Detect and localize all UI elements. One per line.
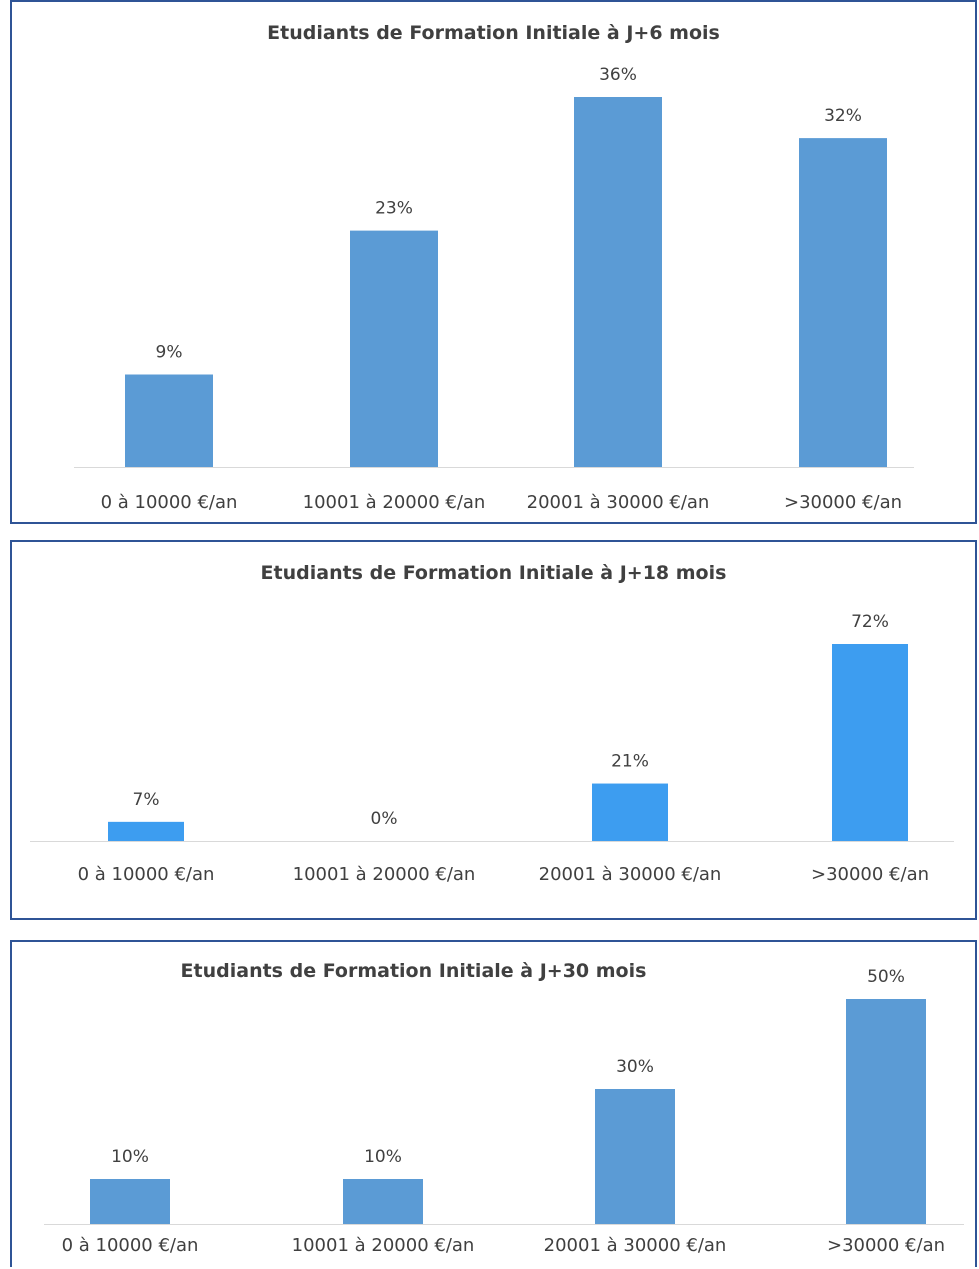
category-label-3: 20001 à 30000 €/an xyxy=(539,864,722,885)
chart-panel-j30: Etudiants de Formation Initiale à J+30 m… xyxy=(10,940,977,1267)
bar-2 xyxy=(350,230,438,467)
chart-title: Etudiants de Formation Initiale à J+18 m… xyxy=(260,562,727,584)
bar-3 xyxy=(592,783,668,841)
bar-3 xyxy=(595,1089,675,1224)
data-label-1: 9% xyxy=(156,343,183,363)
chart-panel-j6: Etudiants de Formation Initiale à J+6 mo… xyxy=(10,0,977,524)
bar-1 xyxy=(125,374,213,467)
category-label-3: 20001 à 30000 €/an xyxy=(527,492,710,513)
data-label-3: 30% xyxy=(616,1057,654,1077)
category-label-1: 0 à 10000 €/an xyxy=(101,492,238,513)
bar-chart-j30: 10% 0 à 10000 €/an 10% 10001 à 20000 €/an 30… xyxy=(44,967,964,1256)
category-label-2: 10001 à 20000 €/an xyxy=(303,492,486,513)
chart-panel-j18: Etudiants de Formation Initiale à J+18 m… xyxy=(10,540,977,920)
data-label-4: 50% xyxy=(867,967,905,987)
bar-1 xyxy=(90,1179,170,1224)
chart-title: Etudiants de Formation Initiale à J+30 m… xyxy=(180,960,647,982)
data-label-2: 23% xyxy=(375,199,413,219)
data-label-4: 72% xyxy=(851,612,889,632)
category-label-1: 0 à 10000 €/an xyxy=(78,864,215,885)
bar-2 xyxy=(343,1179,423,1224)
category-label-3: 20001 à 30000 €/an xyxy=(544,1235,727,1256)
category-label-2: 10001 à 20000 €/an xyxy=(292,1235,475,1256)
bar-chart-j18: 7% 0 à 10000 €/an 0% 10001 à 20000 €/an 21% 2… xyxy=(30,612,954,885)
bar-3 xyxy=(574,97,662,467)
data-label-2: 0% xyxy=(371,809,398,829)
data-label-1: 10% xyxy=(111,1147,149,1167)
bar-1 xyxy=(108,821,184,841)
data-label-3: 36% xyxy=(599,65,637,85)
category-label-2: 10001 à 20000 €/an xyxy=(293,864,476,885)
data-label-4: 32% xyxy=(824,106,862,126)
data-label-2: 10% xyxy=(364,1147,402,1167)
data-label-1: 7% xyxy=(133,790,160,810)
bar-4 xyxy=(846,999,926,1224)
bar-4 xyxy=(832,644,908,841)
bar-4 xyxy=(799,138,887,467)
category-label-4: >30000 €/an xyxy=(811,864,929,885)
category-label-1: 0 à 10000 €/an xyxy=(62,1235,199,1256)
chart-title: Etudiants de Formation Initiale à J+6 mo… xyxy=(267,22,720,44)
bar-chart-j6: 9% 0 à 10000 €/an 23% 10001 à 20000 €/an 36%… xyxy=(74,65,914,513)
category-label-4: >30000 €/an xyxy=(827,1235,945,1256)
data-label-3: 21% xyxy=(611,752,649,772)
category-label-4: >30000 €/an xyxy=(784,492,902,513)
